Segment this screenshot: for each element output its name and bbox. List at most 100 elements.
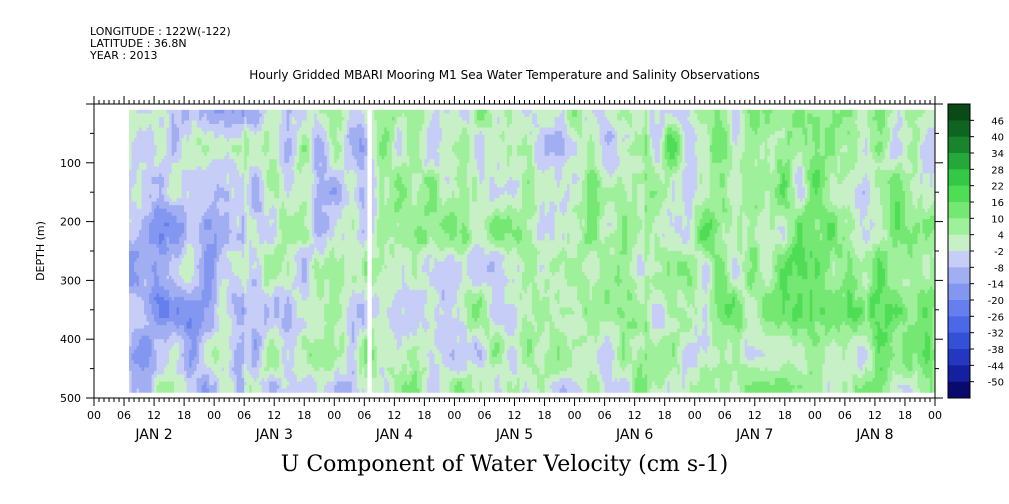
heatmap-cell: [201, 388, 205, 393]
heatmap-cell: [129, 109, 133, 115]
heatmap-cell: [196, 131, 200, 136]
heatmap-cell: [184, 109, 188, 115]
heatmap-cell: [199, 169, 203, 174]
heatmap-cell: [219, 279, 223, 284]
heatmap-cell: [164, 127, 168, 132]
heatmap-cell: [206, 212, 210, 217]
heatmap-cell: [186, 314, 190, 319]
heatmap-cell: [209, 381, 213, 386]
heatmap-cell: [181, 335, 185, 340]
heatmap-cell: [234, 183, 238, 189]
heatmap-cell: [219, 152, 223, 157]
heatmap-cell: [159, 307, 163, 312]
heatmap-cell: [194, 314, 198, 319]
heatmap-cell: [214, 229, 218, 234]
heatmap-cell: [229, 367, 233, 372]
heatmap-cell: [149, 258, 153, 263]
heatmap-cell: [194, 251, 198, 256]
heatmap-cell: [166, 113, 170, 118]
heatmap-cell: [221, 339, 225, 344]
heatmap-cell: [146, 353, 150, 358]
heatmap-cell: [149, 109, 153, 115]
heatmap-cell: [136, 325, 140, 330]
heatmap-cell: [159, 332, 163, 337]
heatmap-cell: [129, 272, 133, 277]
heatmap-cell: [236, 116, 240, 122]
heatmap-cell: [161, 303, 165, 309]
heatmap-cell: [216, 258, 220, 263]
heatmap-cell: [224, 293, 228, 298]
heatmap-cell: [204, 310, 208, 316]
heatmap-cell: [149, 289, 153, 294]
heatmap-cell: [164, 293, 168, 298]
heatmap-cell: [201, 353, 205, 358]
heatmap-cell: [169, 131, 173, 136]
heatmap-cell: [166, 251, 170, 256]
heatmap-cell: [174, 335, 178, 340]
heatmap-cell: [159, 314, 163, 319]
heatmap-cell: [214, 282, 218, 287]
heatmap-cell: [216, 134, 220, 139]
heatmap-cell: [226, 212, 230, 217]
heatmap-cell: [236, 325, 240, 330]
heatmap-cell: [211, 378, 215, 383]
heatmap-cell: [166, 261, 170, 266]
heatmap-cell: [166, 307, 170, 312]
heatmap-cell: [239, 120, 243, 125]
heatmap-cell: [181, 310, 185, 316]
heatmap-cell: [149, 268, 153, 273]
heatmap-cell: [144, 314, 148, 319]
heatmap-cell: [141, 173, 145, 178]
heatmap-cell: [181, 201, 185, 206]
heatmap-cell: [214, 328, 218, 333]
heatmap-cell: [174, 325, 178, 330]
heatmap-cell: [209, 183, 213, 189]
heatmap-cell: [234, 370, 238, 376]
heatmap-cell: [216, 194, 220, 199]
heatmap-cell: [136, 332, 140, 337]
heatmap-cell: [199, 346, 203, 351]
heatmap-cell: [219, 251, 223, 256]
heatmap-cell: [229, 169, 233, 174]
heatmap-cell: [219, 286, 223, 291]
heatmap-cell: [144, 113, 148, 118]
heatmap-cell: [139, 159, 143, 164]
heatmap-cell: [164, 328, 168, 333]
heatmap-cell: [201, 367, 205, 372]
heatmap-cell: [184, 353, 188, 358]
heatmap-cell: [226, 123, 230, 129]
heatmap-cell: [221, 385, 225, 390]
heatmap-cell: [171, 148, 175, 153]
heatmap-cell: [224, 233, 228, 238]
heatmap-cell: [184, 332, 188, 337]
heatmap-cell: [196, 318, 200, 323]
heatmap-cell: [161, 152, 165, 157]
heatmap-cell: [201, 247, 205, 252]
heatmap-cell: [201, 254, 205, 259]
heatmap-cell: [131, 219, 135, 224]
heatmap-cell: [136, 374, 140, 379]
heatmap-cell: [194, 247, 198, 252]
heatmap-cell: [186, 194, 190, 199]
heatmap-cell: [179, 268, 183, 273]
heatmap-cell: [219, 310, 223, 316]
heatmap-cell: [226, 180, 230, 185]
heatmap-cell: [241, 148, 245, 153]
heatmap-cell: [206, 346, 210, 351]
heatmap-cell: [231, 296, 235, 301]
heatmap-cell: [129, 127, 133, 132]
heatmap-cell: [196, 360, 200, 365]
heatmap-cell: [146, 243, 150, 249]
heatmap-cell: [149, 363, 153, 369]
heatmap-cell: [151, 198, 155, 203]
heatmap-cell: [189, 173, 193, 178]
heatmap-cell: [229, 286, 233, 291]
heatmap-cell: [164, 370, 168, 376]
heatmap-cell: [231, 282, 235, 287]
heatmap-cell: [224, 176, 228, 182]
heatmap-cell: [154, 342, 158, 347]
heatmap-cell: [151, 367, 155, 372]
heatmap-cell: [226, 268, 230, 273]
heatmap-cell: [171, 303, 175, 309]
heatmap-cell: [161, 169, 165, 174]
